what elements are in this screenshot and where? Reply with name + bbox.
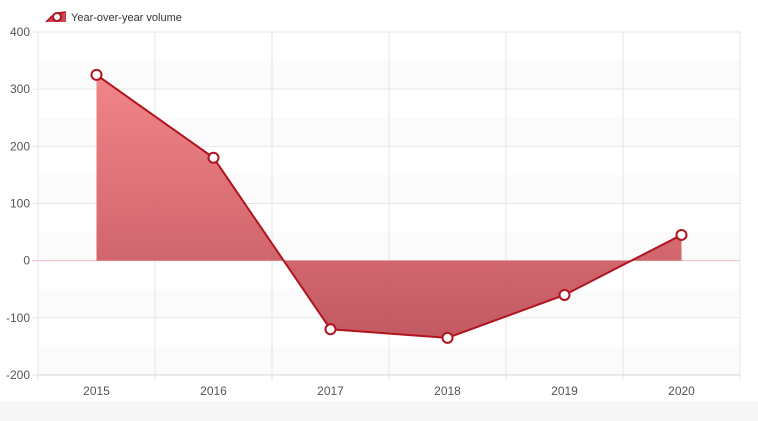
legend-area-icon bbox=[45, 11, 67, 23]
footer-band bbox=[0, 401, 758, 421]
data-point bbox=[441, 331, 454, 344]
x-axis-ticks: 2015 2016 2017 2018 2019 2020 bbox=[83, 384, 695, 398]
data-point bbox=[675, 228, 688, 241]
data-point bbox=[90, 68, 103, 81]
x-tick-label: 2016 bbox=[200, 384, 227, 398]
legend[interactable]: Year-over-year volume bbox=[45, 11, 182, 24]
y-axis-ticks: 400 300 200 100 0 -100 -200 bbox=[6, 25, 30, 382]
x-tick-label: 2018 bbox=[434, 384, 461, 398]
y-tick-label: 300 bbox=[10, 82, 30, 96]
y-tick-label: 100 bbox=[10, 197, 30, 211]
series-area bbox=[96, 74, 682, 338]
x-tick-label: 2020 bbox=[668, 384, 695, 398]
x-tick-label: 2017 bbox=[317, 384, 344, 398]
y-tick-label: 200 bbox=[10, 139, 30, 153]
data-point bbox=[324, 323, 337, 336]
data-point bbox=[558, 288, 571, 301]
area-layer bbox=[96, 74, 682, 338]
series-line bbox=[95, 74, 682, 339]
y-tick-label: -200 bbox=[6, 368, 30, 382]
data-point bbox=[207, 151, 220, 164]
marker-layer bbox=[90, 68, 688, 344]
y-tick-label: 400 bbox=[10, 25, 30, 39]
legend-label: Year-over-year volume bbox=[71, 12, 182, 24]
line-layer bbox=[95, 74, 682, 339]
y-tick-label: -100 bbox=[6, 311, 30, 325]
x-tick-label: 2019 bbox=[551, 384, 578, 398]
x-tick-label: 2015 bbox=[83, 384, 110, 398]
y-tick-label: 0 bbox=[23, 254, 30, 268]
